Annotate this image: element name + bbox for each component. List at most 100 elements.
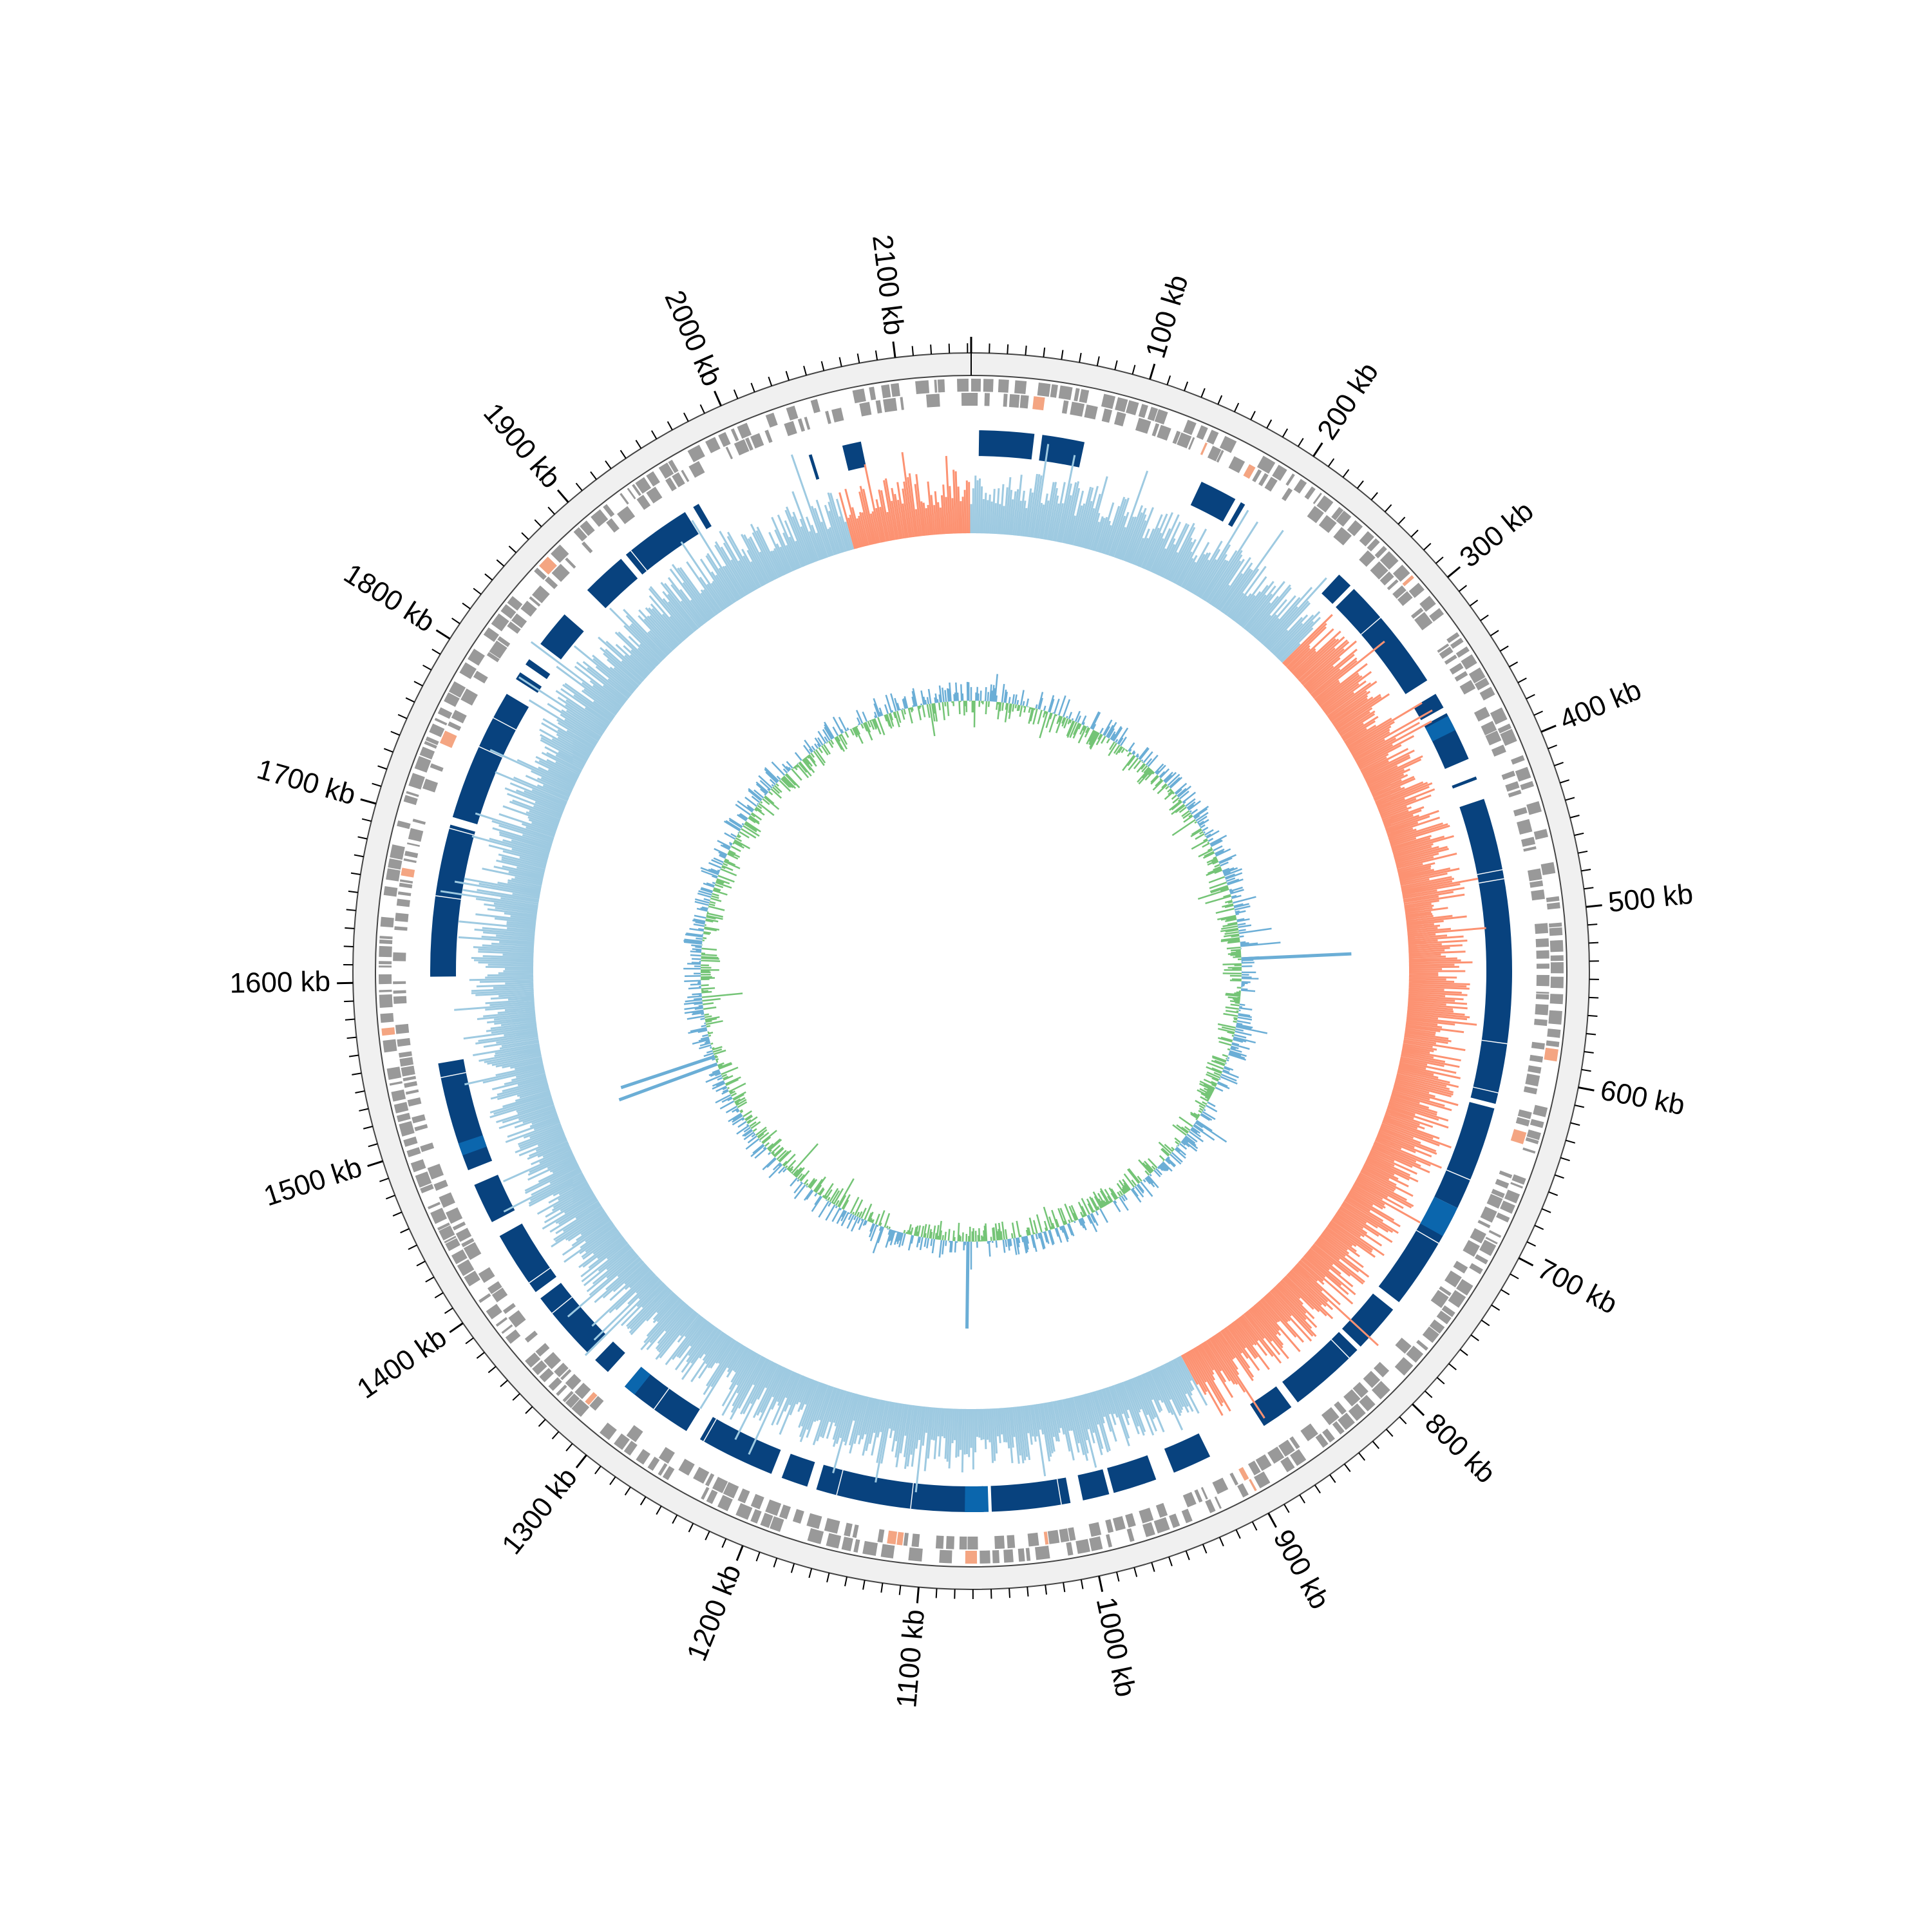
gene-forward: [1253, 1471, 1271, 1489]
minor-tick: [538, 1419, 546, 1427]
gene-reverse: [532, 585, 550, 603]
homology-block-gap: [478, 746, 503, 758]
gene-reverse: [1486, 1193, 1503, 1209]
gene-reverse: [825, 410, 831, 424]
homology-block: [1336, 589, 1428, 694]
gene-forward: [444, 1235, 457, 1244]
tick-label: 1200 kb: [681, 1560, 747, 1665]
gene-forward: [459, 662, 477, 679]
gene-reverse: [1207, 446, 1222, 462]
minor-tick: [699, 404, 705, 414]
minor-tick: [345, 927, 355, 929]
gene-reverse: [486, 652, 500, 663]
minor-tick: [1574, 1104, 1585, 1108]
minor-tick: [525, 1406, 533, 1414]
gene-reverse: [448, 721, 462, 731]
homology-block-gap: [1361, 617, 1381, 635]
gene-reverse: [1321, 1407, 1340, 1425]
gene-forward: [1488, 1229, 1502, 1238]
minor-tick: [1185, 1550, 1190, 1560]
gene-reverse: [1007, 1535, 1016, 1549]
gene-reverse: [544, 1352, 562, 1370]
minor-tick: [672, 1514, 678, 1524]
gene-forward: [1548, 1010, 1562, 1025]
homology-block-gap: [910, 1482, 914, 1509]
gene-forward: [1450, 638, 1464, 649]
minor-tick: [1200, 388, 1206, 398]
gene-reverse: [688, 460, 705, 478]
major-tick: [1149, 363, 1156, 380]
homology-block: [816, 1464, 984, 1512]
minor-tick: [1218, 1537, 1224, 1547]
minor-tick: [1565, 797, 1575, 801]
minor-tick: [1372, 1441, 1380, 1449]
gene-forward: [507, 596, 523, 611]
gene-forward: [636, 1449, 650, 1465]
gene-forward: [425, 736, 439, 746]
gc-skew-positive: [440, 444, 1327, 1493]
gene-forward: [735, 1502, 753, 1520]
gene-reverse: [903, 1532, 909, 1546]
gene-forward: [389, 1081, 402, 1086]
gene-reverse: [1243, 464, 1256, 479]
gene-reverse: [1437, 643, 1450, 653]
gene-forward: [934, 379, 938, 393]
minor-tick: [354, 854, 364, 858]
gene-reverse: [401, 1065, 415, 1077]
gene-reverse: [412, 1114, 426, 1124]
gene-reverse: [1439, 1285, 1452, 1296]
minor-tick: [948, 343, 951, 354]
minor-tick: [1425, 1390, 1433, 1398]
gene-reverse: [1485, 730, 1502, 746]
gene-forward: [1406, 1345, 1424, 1363]
gene-reverse: [665, 477, 677, 491]
gene-forward: [1371, 1381, 1390, 1399]
gene-forward: [1549, 940, 1564, 952]
minor-tick: [1541, 1208, 1551, 1213]
minor-tick: [1384, 504, 1392, 513]
minor-tick: [444, 1307, 453, 1314]
gene-reverse: [804, 417, 811, 430]
gene-reverse: [723, 1482, 739, 1499]
minor-tick: [768, 376, 773, 386]
minor-tick: [348, 1054, 359, 1057]
gene-forward: [1455, 646, 1470, 658]
gene-reverse: [1229, 1472, 1239, 1486]
gene-forward: [957, 379, 969, 392]
gene-forward: [1075, 1539, 1090, 1554]
gene-forward: [525, 1352, 541, 1368]
tick-label: 200 kb: [1311, 357, 1385, 445]
minor-tick: [1509, 661, 1519, 668]
gene-reverse: [877, 1529, 885, 1543]
minor-tick: [880, 1582, 884, 1593]
homology-block-gap: [1446, 1170, 1471, 1180]
gene-forward: [457, 1259, 475, 1276]
gene-forward: [1429, 1319, 1445, 1334]
minor-tick: [1526, 1241, 1537, 1247]
gene-reverse: [589, 1396, 604, 1411]
gene-forward: [1066, 1542, 1074, 1556]
gc-content-spike: [618, 1062, 718, 1102]
gene-forward: [381, 1027, 395, 1036]
gene-reverse: [1508, 790, 1522, 798]
gene-reverse: [831, 408, 844, 423]
gene-forward: [429, 723, 445, 737]
gene-reverse: [1363, 1370, 1381, 1388]
gene-reverse: [1535, 938, 1549, 947]
minor-tick: [1356, 480, 1364, 489]
gene-reverse: [971, 393, 978, 406]
gene-forward: [810, 399, 820, 413]
tick-label: 1400 kb: [352, 1321, 453, 1405]
minor-tick: [1410, 529, 1419, 538]
gene-reverse: [1410, 607, 1424, 619]
gene-reverse: [1061, 400, 1069, 414]
minor-tick: [656, 1506, 662, 1515]
major-tick: [1098, 1575, 1104, 1593]
gene-forward: [439, 1225, 455, 1241]
minor-tick: [1578, 850, 1588, 854]
gene-forward: [1511, 755, 1525, 765]
gene-reverse: [1047, 1530, 1060, 1544]
homology-block-gap: [1481, 1039, 1508, 1045]
gene-reverse: [1439, 647, 1454, 659]
gene-forward: [1533, 829, 1549, 840]
